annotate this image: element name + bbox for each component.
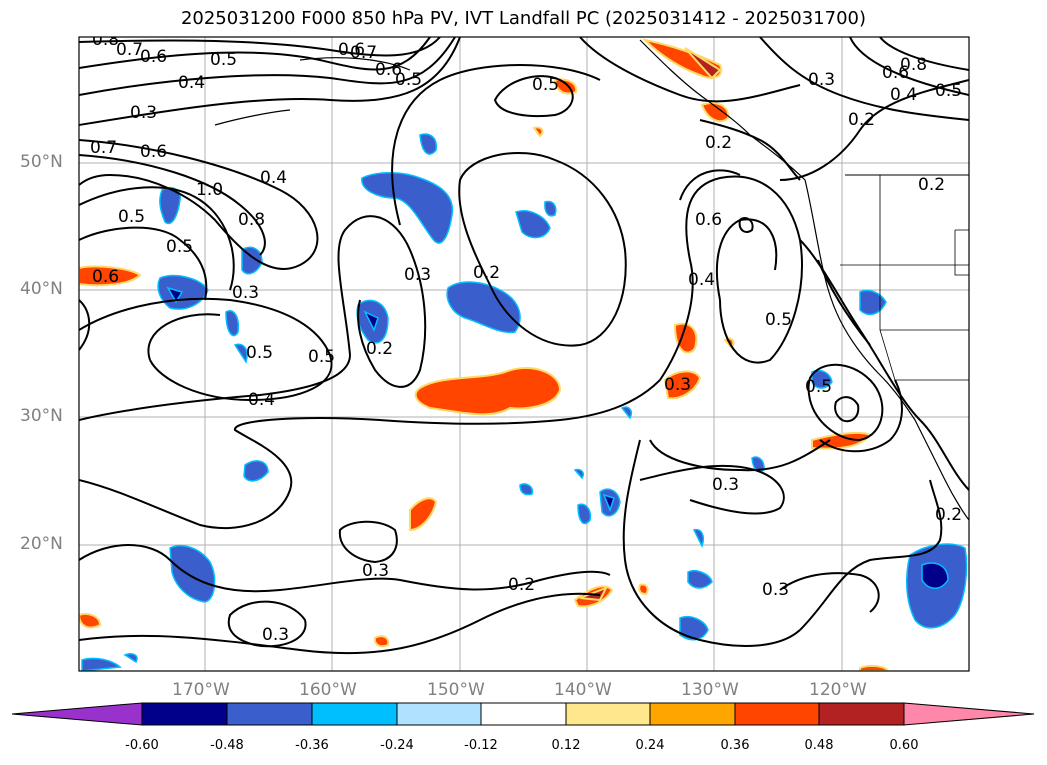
colorbar-bin	[818, 702, 905, 726]
contour-label: 0.7	[116, 40, 143, 60]
contour-label: 0.5	[532, 75, 559, 95]
contour-label: 0.5	[166, 237, 193, 257]
contour-label: 0.5	[308, 347, 335, 367]
contour-label: 0.5	[395, 70, 422, 90]
negative-anomaly-fills	[81, 133, 968, 671]
lat-label-20n: 20°N	[20, 534, 63, 554]
contour-label: 0.8	[92, 30, 119, 50]
contour-label: 0.2	[508, 575, 535, 595]
colorbar-bin	[141, 702, 228, 726]
contour-label: 0.5	[765, 310, 792, 330]
contour-label: 0.3	[130, 103, 157, 123]
contour-label: 0.3	[762, 580, 789, 600]
contour-label: 0.6	[338, 40, 365, 60]
colorbar-tick: 0.60	[889, 738, 919, 753]
contour-label: 0.3	[362, 561, 389, 581]
contour-label: 0.2	[848, 110, 875, 130]
contour-label: 0.4	[688, 270, 715, 290]
contour-label: 0.6	[92, 267, 119, 287]
lon-label-150w: 150°W	[427, 680, 485, 700]
contour-label: 0.8	[900, 55, 927, 75]
colorbar-tick: 0.36	[720, 738, 750, 753]
contour-lines	[79, 37, 969, 655]
lon-label-120w: 120°W	[809, 680, 867, 700]
contour-label: 0.3	[232, 283, 259, 303]
map-border	[78, 36, 970, 672]
lon-label-160w: 160°W	[299, 680, 357, 700]
colorbar-bin	[396, 702, 482, 726]
contour-labels: 0.8 0.7 0.6 0.5 0.4 0.3 0.7 0.6 1.0 0.4 …	[90, 30, 962, 645]
colorbar-bin	[565, 702, 651, 726]
lat-label-50n: 50°N	[20, 152, 63, 172]
contour-label: 0.2	[473, 263, 500, 283]
colorbar-extend-low	[11, 702, 143, 726]
contour-label: 0.2	[918, 175, 945, 195]
colorbar-tick: -0.12	[464, 738, 498, 753]
contour-label: 0.5	[118, 207, 145, 227]
coastlines	[214, 39, 969, 521]
map-panel	[79, 37, 969, 671]
contour-label: 0.4	[890, 85, 917, 105]
colorbar-bin	[226, 702, 313, 726]
colorbar-bin	[311, 702, 398, 726]
contour-label: 0.6	[695, 210, 722, 230]
contour-label: 0.3	[808, 70, 835, 90]
colorbar-tick: 0.48	[804, 738, 834, 753]
colorbar-tick: -0.36	[295, 738, 329, 753]
contour-label: 0.3	[664, 375, 691, 395]
colorbar-extend-high	[903, 702, 1035, 726]
contour-label: 0.3	[404, 265, 431, 285]
contour-label: 0.2	[366, 339, 393, 359]
contour-label: 0.4	[248, 390, 275, 410]
colorbar-tick: 0.24	[635, 738, 665, 753]
contour-label: 0.5	[246, 343, 273, 363]
contour-label: 0.8	[238, 210, 265, 230]
lat-label-30n: 30°N	[20, 406, 63, 426]
contour-label: 0.2	[705, 133, 732, 153]
contour-label: 0.4	[178, 73, 205, 93]
contour-label: 0.4	[260, 168, 287, 188]
contour-label: 0.7	[90, 138, 117, 158]
contour-label: 0.5	[210, 50, 237, 70]
colorbar-tick: 0.12	[551, 738, 581, 753]
contour-label: 0.3	[712, 475, 739, 495]
lon-label-130w: 130°W	[681, 680, 739, 700]
colorbar-bin	[734, 702, 820, 726]
contour-label: 0.6	[882, 63, 909, 83]
contour-label: 0.3	[262, 625, 289, 645]
positive-anomaly-fills	[79, 38, 890, 671]
contour-label: 0.7	[350, 43, 377, 63]
colorbar-tick: -0.60	[125, 738, 159, 753]
contour-label: 0.6	[140, 142, 167, 162]
contour-label: 1.0	[196, 180, 223, 200]
lon-label-140w: 140°W	[554, 680, 612, 700]
map-title: 2025031200 F000 850 hPa PV, IVT Landfall…	[180, 8, 867, 29]
contour-label: 0.6	[375, 60, 402, 80]
lon-label-170w: 170°W	[172, 680, 230, 700]
contour-label: 0.6	[140, 47, 167, 67]
colorbar-bin	[649, 702, 736, 726]
contour-label: 0.5	[805, 377, 832, 397]
contour-label: 0.2	[935, 505, 962, 525]
graticule	[79, 37, 969, 671]
colorbar-tick: -0.24	[380, 738, 414, 753]
colorbar-tick: -0.48	[210, 738, 244, 753]
lat-label-40n: 40°N	[20, 279, 63, 299]
colorbar-bin	[480, 702, 567, 726]
contour-label: 0.5	[935, 81, 962, 101]
colorbar	[11, 702, 1035, 726]
